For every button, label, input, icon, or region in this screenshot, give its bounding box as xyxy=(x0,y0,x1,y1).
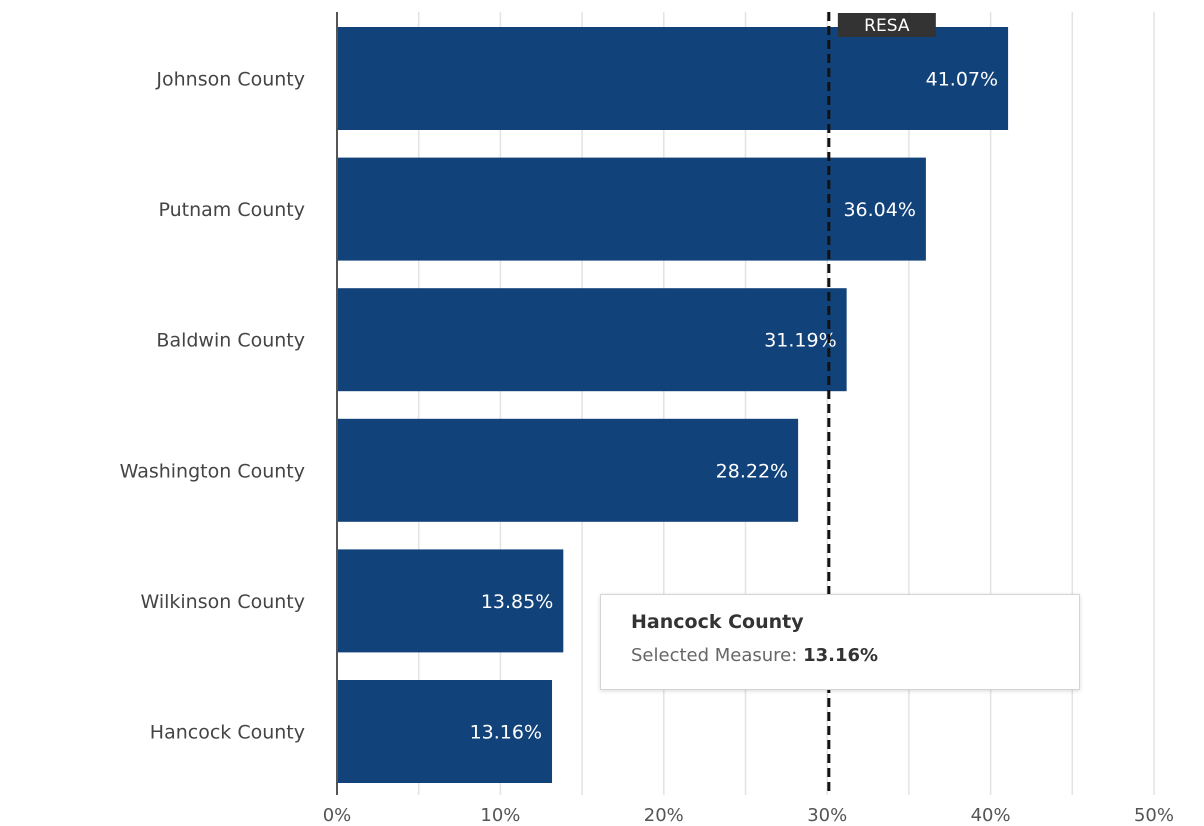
bar[interactable] xyxy=(337,680,553,783)
bar-value-label: 41.07% xyxy=(926,69,998,91)
tooltip-measure-value: 13.16% xyxy=(803,645,879,666)
grid-lines xyxy=(417,12,1155,795)
category-label: Washington County xyxy=(120,460,305,482)
x-tick-label: 20% xyxy=(644,805,684,826)
x-tick-label: 10% xyxy=(480,805,520,826)
reference-label-box xyxy=(837,13,936,37)
bar-value-label: 28.22% xyxy=(716,460,788,482)
tooltip: Hancock County Selected Measure: 13.16% xyxy=(600,594,1080,690)
bar-value-label: 31.19% xyxy=(764,330,836,352)
tooltip-measure-row: Selected Measure: 13.16% xyxy=(631,645,1049,666)
category-label: Baldwin County xyxy=(156,330,305,352)
bar[interactable] xyxy=(337,27,1009,130)
bar[interactable] xyxy=(337,288,847,392)
axis: 0% 10% 20% 30% 40% 50% xyxy=(323,12,1174,826)
bar-value-label: 36.04% xyxy=(843,199,915,221)
tooltip-title: Hancock County xyxy=(631,611,804,633)
bar-value-label: 13.16% xyxy=(470,722,542,744)
bar[interactable] xyxy=(337,157,926,261)
category-label: Putnam County xyxy=(158,199,305,221)
category-label: Johnson County xyxy=(155,69,305,91)
x-tick-label: 0% xyxy=(323,805,352,826)
reference-label: RESA xyxy=(864,16,910,36)
category-label: Wilkinson County xyxy=(140,591,305,613)
category-label: Hancock County xyxy=(150,722,305,744)
bar[interactable] xyxy=(337,549,564,653)
tooltip-measure-label: Selected Measure: xyxy=(631,645,798,666)
bars: Johnson County 41.07% Putnam County 36.04% B… xyxy=(120,27,1009,783)
bar-value-label: 13.85% xyxy=(481,591,553,613)
x-tick-label: 40% xyxy=(971,805,1011,826)
bar[interactable] xyxy=(337,418,799,522)
x-tick-label: 30% xyxy=(807,805,847,826)
x-tick-label: 50% xyxy=(1134,805,1174,826)
